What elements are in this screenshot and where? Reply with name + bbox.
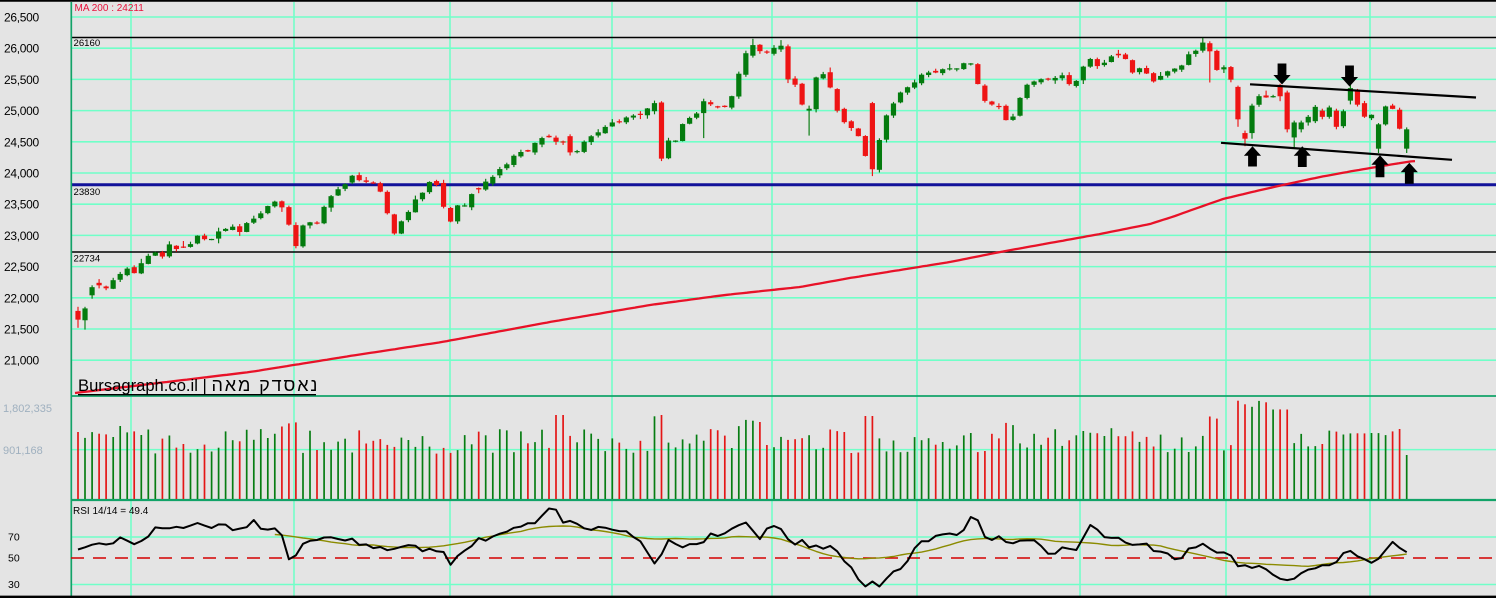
svg-text:26,000: 26,000: [4, 42, 40, 56]
svg-text:30: 30: [8, 579, 20, 591]
svg-text:Bursagraph.co.il | נאסדק מאה: Bursagraph.co.il | נאסדק מאה: [78, 375, 319, 395]
svg-text:23,500: 23,500: [4, 198, 40, 212]
svg-text:MA 200 : 24211: MA 200 : 24211: [75, 3, 145, 14]
svg-text:901,168: 901,168: [3, 445, 43, 457]
svg-text:21,000: 21,000: [4, 354, 40, 368]
svg-text:RSI 14/14 = 49.4: RSI 14/14 = 49.4: [73, 506, 149, 517]
svg-text:26,500: 26,500: [4, 11, 40, 25]
svg-text:50: 50: [8, 553, 20, 565]
svg-text:22734: 22734: [74, 254, 101, 265]
svg-text:23830: 23830: [74, 187, 101, 198]
svg-text:25,500: 25,500: [4, 73, 40, 87]
svg-text:1,802,335: 1,802,335: [3, 403, 52, 415]
svg-text:24,500: 24,500: [4, 135, 40, 149]
svg-text:23,000: 23,000: [4, 229, 40, 243]
svg-text:26160: 26160: [74, 38, 101, 49]
svg-text:25,000: 25,000: [4, 104, 40, 118]
svg-text:70: 70: [8, 532, 20, 544]
svg-text:21,500: 21,500: [4, 323, 40, 337]
svg-text:22,500: 22,500: [4, 260, 40, 274]
svg-text:22,000: 22,000: [4, 291, 40, 305]
svg-text:24,000: 24,000: [4, 167, 40, 181]
